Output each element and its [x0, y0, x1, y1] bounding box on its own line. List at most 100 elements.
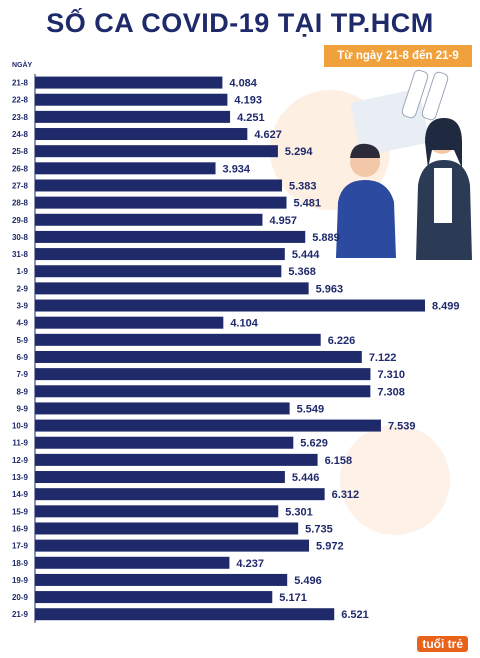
- y-tick-label: 15-9: [12, 507, 29, 516]
- data-label: 7.539: [388, 421, 416, 433]
- y-tick-label: 6-9: [16, 353, 28, 362]
- data-label: 5.496: [294, 575, 322, 587]
- bar: [35, 213, 263, 226]
- y-tick-label: 20-9: [12, 593, 29, 602]
- page-title: SỐ CA COVID-19 TẠI TP.HCM: [46, 8, 434, 38]
- bar: [35, 488, 325, 501]
- bar: [35, 522, 299, 535]
- bar: [35, 591, 273, 604]
- data-label: 5.446: [292, 472, 320, 484]
- data-label: 4.237: [236, 558, 264, 570]
- y-tick-label: 24-8: [12, 130, 29, 139]
- bar: [35, 230, 306, 243]
- bar: [35, 282, 309, 295]
- bar: [35, 128, 248, 141]
- bar: [35, 248, 285, 261]
- y-tick-label: 11-9: [12, 439, 28, 448]
- date-range-badge: Từ ngày 21-8 đến 21-9: [324, 45, 472, 67]
- data-label: 5.171: [279, 592, 307, 604]
- y-tick-label: 1-9: [16, 267, 28, 276]
- data-label: 4.104: [230, 318, 258, 330]
- data-label: 5.735: [305, 523, 333, 535]
- y-tick-label: 23-8: [12, 113, 29, 122]
- bar: [35, 299, 425, 312]
- data-label: 5.889: [312, 232, 340, 244]
- woman-coughing-icon: [416, 118, 472, 260]
- data-label: 5.383: [289, 180, 317, 192]
- y-tick-label: 8-9: [16, 387, 28, 396]
- y-tick-label: 27-8: [12, 181, 29, 190]
- bar: [35, 265, 282, 278]
- y-tick-label: 28-8: [12, 199, 29, 208]
- data-label: 4.627: [254, 129, 282, 141]
- bar: [35, 333, 321, 346]
- y-tick-label: 25-8: [12, 147, 29, 156]
- y-tick-label: 29-8: [12, 216, 29, 225]
- bar: [35, 110, 231, 123]
- data-label: 7.122: [369, 352, 397, 364]
- data-label: 5.481: [294, 198, 322, 210]
- bar: [35, 453, 318, 466]
- y-tick-label: 3-9: [16, 302, 28, 311]
- data-label: 6.312: [332, 489, 360, 501]
- data-label: 8.499: [432, 301, 460, 313]
- bar: [35, 419, 381, 432]
- data-label: 5.629: [300, 438, 328, 450]
- data-label: 4.084: [229, 78, 257, 90]
- bar: [35, 608, 335, 621]
- y-tick-label: 31-8: [12, 250, 29, 259]
- man-coughing-icon: [336, 143, 396, 258]
- data-label: 3.934: [223, 163, 251, 175]
- data-label: 6.158: [325, 455, 353, 467]
- data-label: 4.251: [237, 112, 265, 124]
- bar: [35, 93, 228, 106]
- y-tick-label: 13-9: [12, 473, 29, 482]
- y-tick-label: 17-9: [12, 542, 29, 551]
- data-label: 4.957: [269, 215, 297, 227]
- data-label: 6.226: [328, 335, 356, 347]
- y-tick-label: 2-9: [16, 284, 28, 293]
- data-label: 7.308: [377, 386, 405, 398]
- bar: [35, 145, 278, 158]
- data-label: 7.310: [377, 369, 405, 381]
- data-label: 5.368: [288, 266, 316, 278]
- bar: [35, 402, 290, 415]
- bar: [35, 76, 223, 89]
- data-label: 5.549: [297, 403, 325, 415]
- y-tick-label: 14-9: [12, 490, 29, 499]
- y-tick-label: 22-8: [12, 96, 29, 105]
- y-tick-label: 21-8: [12, 79, 29, 88]
- data-label: 6.521: [341, 609, 369, 621]
- data-label: 5.972: [316, 541, 344, 553]
- y-tick-label: 16-9: [12, 524, 29, 533]
- y-tick-label: 30-8: [12, 233, 29, 242]
- y-tick-label: 10-9: [12, 422, 29, 431]
- bar: [35, 179, 283, 192]
- y-tick-label: 7-9: [16, 370, 28, 379]
- data-label: 4.193: [234, 95, 262, 107]
- bar: [35, 368, 371, 381]
- bar: [35, 350, 362, 363]
- bar: [35, 316, 224, 329]
- bar: [35, 505, 279, 518]
- brand-logo: tuổi trẻ: [417, 636, 468, 652]
- bar: [35, 556, 230, 569]
- y-tick-label: 19-9: [12, 576, 29, 585]
- y-tick-label: 12-9: [12, 456, 29, 465]
- data-label: 5.301: [285, 506, 313, 518]
- y-tick-label: 26-8: [12, 164, 29, 173]
- bar: [35, 196, 287, 209]
- data-label: 5.963: [316, 283, 344, 295]
- bar: [35, 539, 310, 552]
- bar: [35, 573, 288, 586]
- bar: [35, 471, 285, 484]
- y-tick-label: 4-9: [16, 319, 28, 328]
- data-label: 5.294: [285, 146, 313, 158]
- y-tick-label: 18-9: [12, 559, 29, 568]
- test-tube-icon: [421, 71, 449, 121]
- virus-decoration-icon: [340, 425, 450, 535]
- y-axis-label: NGÀY: [12, 62, 33, 69]
- bar: [35, 436, 294, 449]
